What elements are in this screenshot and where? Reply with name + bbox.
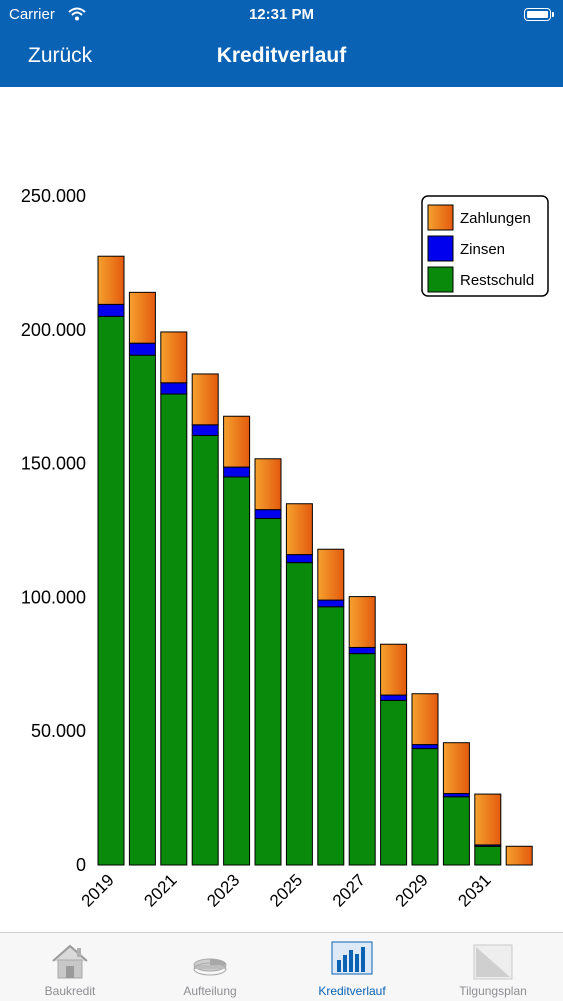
- battery-icon: [524, 8, 554, 21]
- x-tick-label: 2031: [454, 870, 494, 910]
- wifi-icon: [68, 7, 86, 26]
- bar-restschuld-2031: [474, 845, 502, 866]
- status-bar: Carrier 12:31 PM: [0, 0, 563, 30]
- bar-zinsen-2022: [191, 424, 219, 437]
- y-tick-label: 0: [76, 855, 86, 875]
- bar-zahlungen-2032: [505, 845, 533, 866]
- legend-label-restschuld: Restschuld: [460, 272, 534, 289]
- bar-zinsen-2029: [411, 744, 439, 750]
- bar-restschuld-2024: [254, 517, 282, 866]
- bar-restschuld-2028: [380, 699, 408, 866]
- bar-restschuld-2023: [223, 476, 251, 866]
- bar-restschuld-2029: [411, 748, 439, 866]
- bar-restschuld-2025: [285, 562, 313, 866]
- bar-restschuld-2030: [442, 796, 470, 866]
- x-tick-label: 2019: [78, 870, 118, 910]
- bar-restschuld-2021: [160, 393, 188, 866]
- table-icon: [470, 941, 516, 988]
- bar-zinsen-2027: [348, 646, 376, 655]
- bar-zahlungen-2025: [285, 503, 313, 556]
- bar-zinsen-2024: [254, 509, 282, 519]
- y-tick-label: 50.000: [31, 721, 86, 741]
- bar-zinsen-2023: [223, 466, 251, 478]
- tab-aufteilung[interactable]: Aufteilung: [140, 933, 280, 1001]
- page-title: Kreditverlauf: [216, 44, 347, 67]
- tab-label: Tilgungsplan: [459, 984, 527, 998]
- bar-zinsen-2020: [128, 342, 156, 356]
- bar-zinsen-2028: [380, 694, 408, 701]
- y-tick-label: 100.000: [21, 587, 86, 607]
- legend-label-zahlungen: Zahlungen: [460, 210, 531, 227]
- x-tick-label: 2023: [203, 870, 243, 910]
- house-icon: [47, 941, 93, 988]
- bar-zahlungen-2024: [254, 458, 282, 511]
- legend-swatch-zahlungen: [427, 204, 454, 231]
- bar-zinsen-2025: [285, 554, 313, 564]
- bar-restschuld-2022: [191, 435, 219, 866]
- bar-zahlungen-2021: [160, 331, 188, 384]
- bar-zinsen-2019: [97, 303, 125, 317]
- tab-label: Aufteilung: [183, 984, 237, 998]
- x-tick-label: 2021: [140, 870, 180, 910]
- y-tick-label: 200.000: [21, 320, 86, 340]
- bar-zahlungen-2027: [348, 596, 376, 648]
- back-button[interactable]: Zurück: [28, 44, 93, 67]
- bar-zahlungen-2031: [474, 793, 502, 846]
- legend-swatch-restschuld: [427, 266, 454, 293]
- tab-kreditverlauf[interactable]: Kreditverlauf: [282, 933, 422, 1001]
- navigation-bar: Zurück Kreditverlauf: [0, 30, 563, 87]
- loan-progress-chart: 0 50.000 100.000 150.000 200.000 250.000 2019…: [21, 186, 549, 911]
- x-tick-label: 2027: [329, 870, 369, 910]
- bar-zahlungen-2029: [411, 693, 439, 746]
- y-tick-label: 250.000: [21, 186, 86, 206]
- carrier-label: Carrier: [9, 6, 55, 23]
- legend-label-zinsen: Zinsen: [460, 241, 505, 258]
- bar-zahlungen-2030: [442, 742, 470, 795]
- chart-legend: Zahlungen Zinsen Restschuld: [421, 195, 549, 297]
- bar-restschuld-2027: [348, 653, 376, 866]
- tab-baukredit[interactable]: Baukredit: [0, 933, 140, 1001]
- bar-restschuld-2026: [317, 606, 345, 866]
- bar-zahlungen-2028: [380, 643, 408, 696]
- bar-restschuld-2019: [97, 315, 125, 866]
- bar-zahlungen-2020: [128, 291, 156, 344]
- y-tick-label: 150.000: [21, 454, 86, 474]
- bar-zahlungen-2026: [317, 548, 345, 601]
- tab-bar: Baukredit Aufteilung Kreditverlauf: [0, 932, 563, 1001]
- bar-zahlungen-2022: [191, 373, 219, 426]
- bar-chart-icon: [331, 941, 373, 980]
- tab-tilgungsplan[interactable]: Tilgungsplan: [423, 933, 563, 1001]
- x-tick-label: 2025: [266, 870, 306, 910]
- tab-label: Baukredit: [44, 984, 96, 998]
- x-tick-label: 2029: [392, 870, 432, 910]
- bar-zinsen-2026: [317, 599, 345, 608]
- bar-restschuld-2020: [128, 354, 156, 866]
- status-time: 12:31 PM: [248, 6, 315, 23]
- bar-zahlungen-2023: [223, 415, 251, 468]
- tab-label: Kreditverlauf: [318, 984, 386, 998]
- bar-zinsen-2021: [160, 382, 188, 395]
- bar-zahlungen-2019: [97, 255, 125, 305]
- legend-swatch-zinsen: [427, 235, 454, 262]
- pie-chart-icon: [187, 941, 233, 988]
